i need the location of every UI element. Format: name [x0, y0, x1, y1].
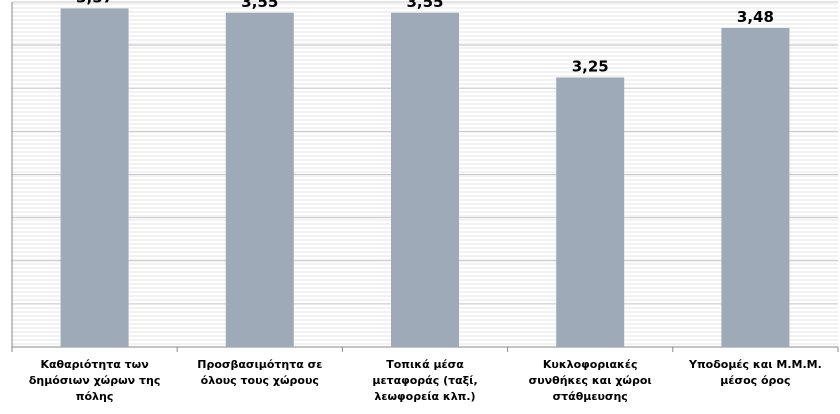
category-label-line: Υποδομές και Μ.Μ.Μ. [688, 358, 822, 371]
category-label: Υποδομές και Μ.Μ.Μ. μέσος όρος [688, 358, 822, 387]
bar [391, 12, 459, 347]
category-label-line: στάθμευσης [553, 390, 628, 403]
category-label: Τοπικά μέσα μεταφοράς (ταξί, λεωφορεία κλπ… [372, 358, 477, 403]
data-label: 3,57 [76, 0, 113, 6]
category-label-line: Κυκλοφοριακές [543, 358, 638, 371]
category-label-line: δημόσιων χώρων της [29, 374, 161, 387]
bar [225, 12, 294, 347]
category-label-line: όλους τους χώρους [201, 374, 319, 387]
bar [721, 27, 790, 347]
category-label-line: μέσος όρος [720, 374, 790, 387]
category-label-line: πόλης [76, 390, 114, 403]
data-label: 3,55 [241, 0, 278, 11]
category-label-line: Τοπικά μέσα [386, 358, 464, 371]
category-label-line: Καθαριότητα των [40, 358, 148, 371]
category-label-line: συνθήκες και χώροι [529, 374, 652, 387]
bar [556, 77, 625, 347]
data-label: 3,48 [737, 8, 774, 26]
data-label: 3,55 [406, 0, 443, 11]
category-label: Προσβασιμότητα σε όλους τους χώρους [197, 358, 322, 387]
bar [60, 8, 129, 347]
category-label-line: μεταφοράς (ταξί, [372, 374, 477, 387]
data-label: 3,25 [572, 57, 609, 75]
category-label: Κυκλοφοριακές συνθήκες και χώροι στάθμευση… [529, 358, 652, 403]
category-label-line: λεωφορεία κλπ.) [374, 390, 475, 403]
category-label: Καθαριότητα των δημόσιων χώρων της πόλης [29, 358, 161, 403]
category-label-line: Προσβασιμότητα σε [197, 358, 322, 371]
